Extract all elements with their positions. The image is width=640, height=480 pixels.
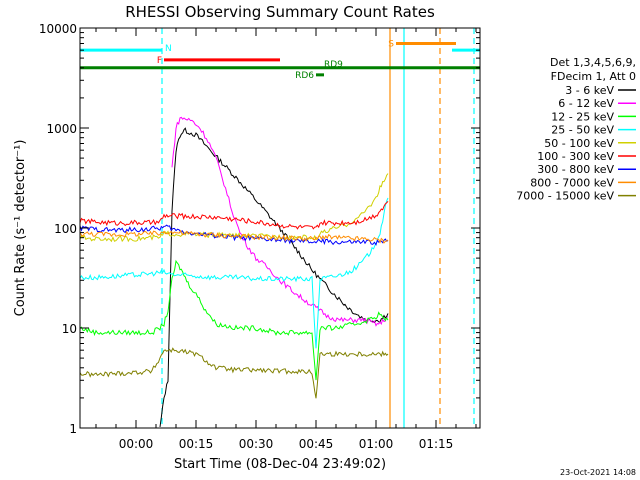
legend: Det 1,3,4,5,6,9,FDecim 1, Att 03 - 6 keV…	[516, 56, 636, 203]
chart-title: RHESSI Observing Summary Count Rates	[125, 3, 435, 21]
y-tick-label: 10000	[39, 22, 77, 36]
series-line-100-300-kev	[79, 200, 389, 230]
series-line-3-6-kev	[159, 127, 389, 427]
x-tick-label: 01:15	[419, 437, 454, 451]
x-tick-label: 00:30	[239, 437, 274, 451]
legend-label-800-7000-kev: 800 - 7000 keV	[530, 176, 614, 189]
series-line-12-25-kev	[79, 259, 389, 381]
series-line-6-12-kev	[171, 116, 389, 327]
status-label-f-2: F	[157, 56, 162, 66]
y-tick-label: 1000	[46, 122, 77, 136]
y-tick-label: 10	[62, 322, 77, 336]
legend-label-12-25-kev: 12 - 25 keV	[551, 110, 614, 123]
legend-label-100-300-kev: 100 - 300 keV	[537, 150, 614, 163]
series-line-7000-15000-kev	[79, 347, 389, 399]
legend-header: Det 1,3,4,5,6,9,	[550, 56, 636, 69]
series-line-800-7000-kev	[79, 229, 389, 244]
legend-label-6-12-kev: 6 - 12 keV	[558, 97, 614, 110]
status-label-n-0: N	[165, 44, 172, 54]
x-tick-label: 00:00	[119, 437, 154, 451]
x-tick-label: 00:15	[179, 437, 214, 451]
legend-label-3-6-kev: 3 - 6 keV	[565, 84, 614, 97]
y-tick-label: 1	[69, 422, 77, 436]
plot-area: NF S RD9 RD6	[79, 28, 480, 428]
y-tick-label: 100	[54, 222, 77, 236]
legend-label-7000-15000-kev: 7000 - 15000 keV	[516, 190, 614, 203]
legend-header: FDecim 1, Att 0	[551, 70, 636, 83]
footer-timestamp: 23-Oct-2021 14:08	[560, 468, 636, 477]
x-axis-label: Start Time (08-Dec-04 23:49:02)	[174, 457, 386, 472]
status-label-s-3: S	[388, 39, 394, 49]
x-tick-label: 00:45	[299, 437, 334, 451]
legend-label-50-100-kev: 50 - 100 keV	[544, 137, 614, 150]
status-label-rd9-4: RD9	[324, 60, 343, 70]
series-line-300-800-kev	[79, 224, 389, 246]
status-label-rd6-5: RD6	[295, 71, 314, 81]
legend-label-300-800-kev: 300 - 800 keV	[537, 163, 614, 176]
series-line-25-50-kev	[79, 197, 389, 349]
y-axis-label: Count Rate (s⁻¹ detector⁻¹)	[13, 140, 28, 317]
legend-label-25-50-kev: 25 - 50 keV	[551, 124, 614, 137]
x-tick-label: 01:00	[359, 437, 394, 451]
